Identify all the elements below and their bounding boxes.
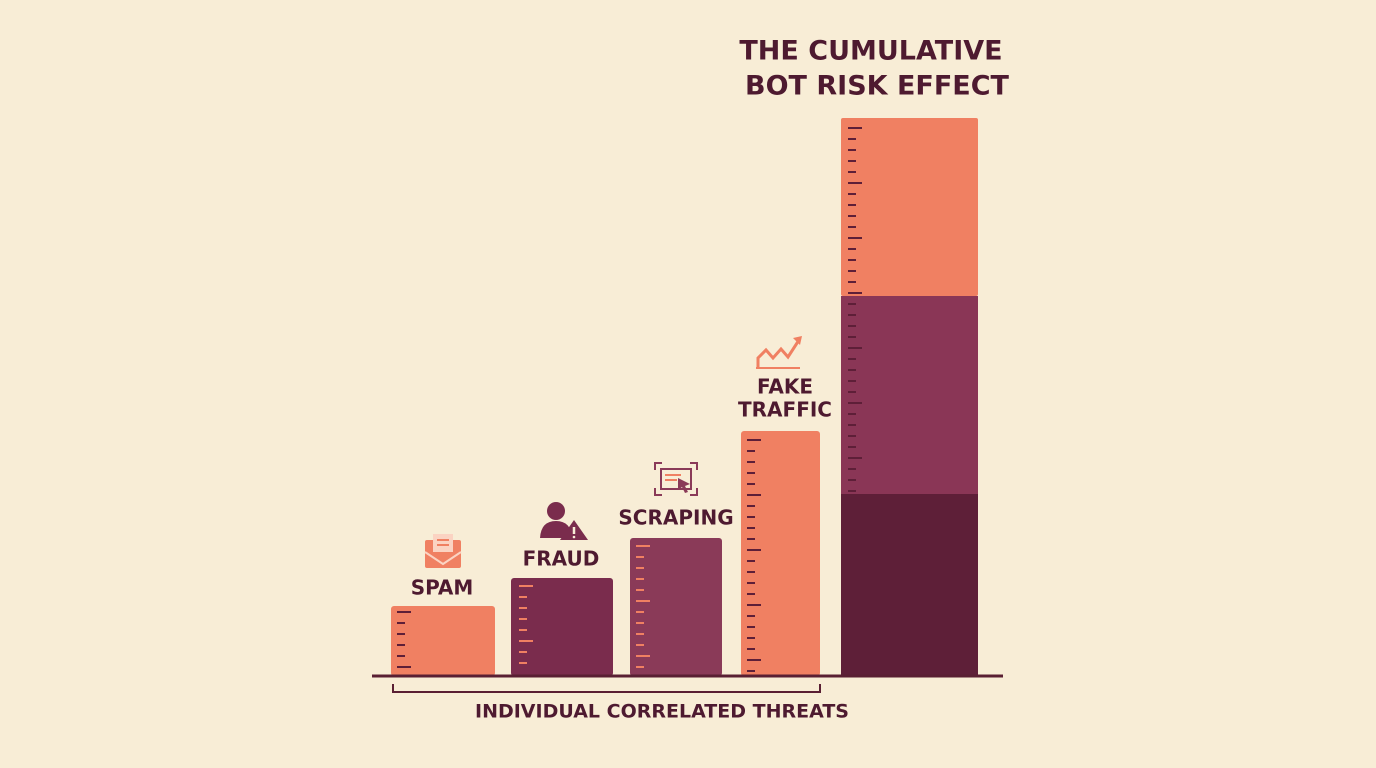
bar-tick-marks — [397, 127, 862, 672]
cumulative-segment-top — [841, 118, 978, 296]
cumulative-segment-bottom — [841, 494, 978, 676]
bracket — [392, 684, 821, 693]
fake-traffic-bar — [741, 431, 820, 676]
fake-traffic-icon — [756, 336, 802, 369]
title-line: THE CUMULATIVE — [739, 36, 1002, 67]
title-line: BOT RISK EFFECT — [745, 71, 1010, 102]
bars — [391, 118, 978, 676]
fraud-bar — [511, 578, 613, 676]
spam-icon — [424, 534, 462, 568]
threat-label: TRAFFIC — [738, 398, 832, 422]
threat-label: SCRAPING — [618, 506, 733, 530]
cumulative-segment-middle — [841, 296, 978, 494]
threat-label: FAKE — [757, 375, 813, 399]
fraud-icon — [540, 502, 588, 540]
scraping-icon — [654, 462, 698, 496]
scraping-bar — [630, 538, 722, 676]
threat-label: FRAUD — [523, 547, 600, 571]
threat-label: SPAM — [411, 576, 474, 600]
bracket-label: INDIVIDUAL CORRELATED THREATS — [475, 701, 849, 723]
spam-bar — [391, 606, 495, 676]
